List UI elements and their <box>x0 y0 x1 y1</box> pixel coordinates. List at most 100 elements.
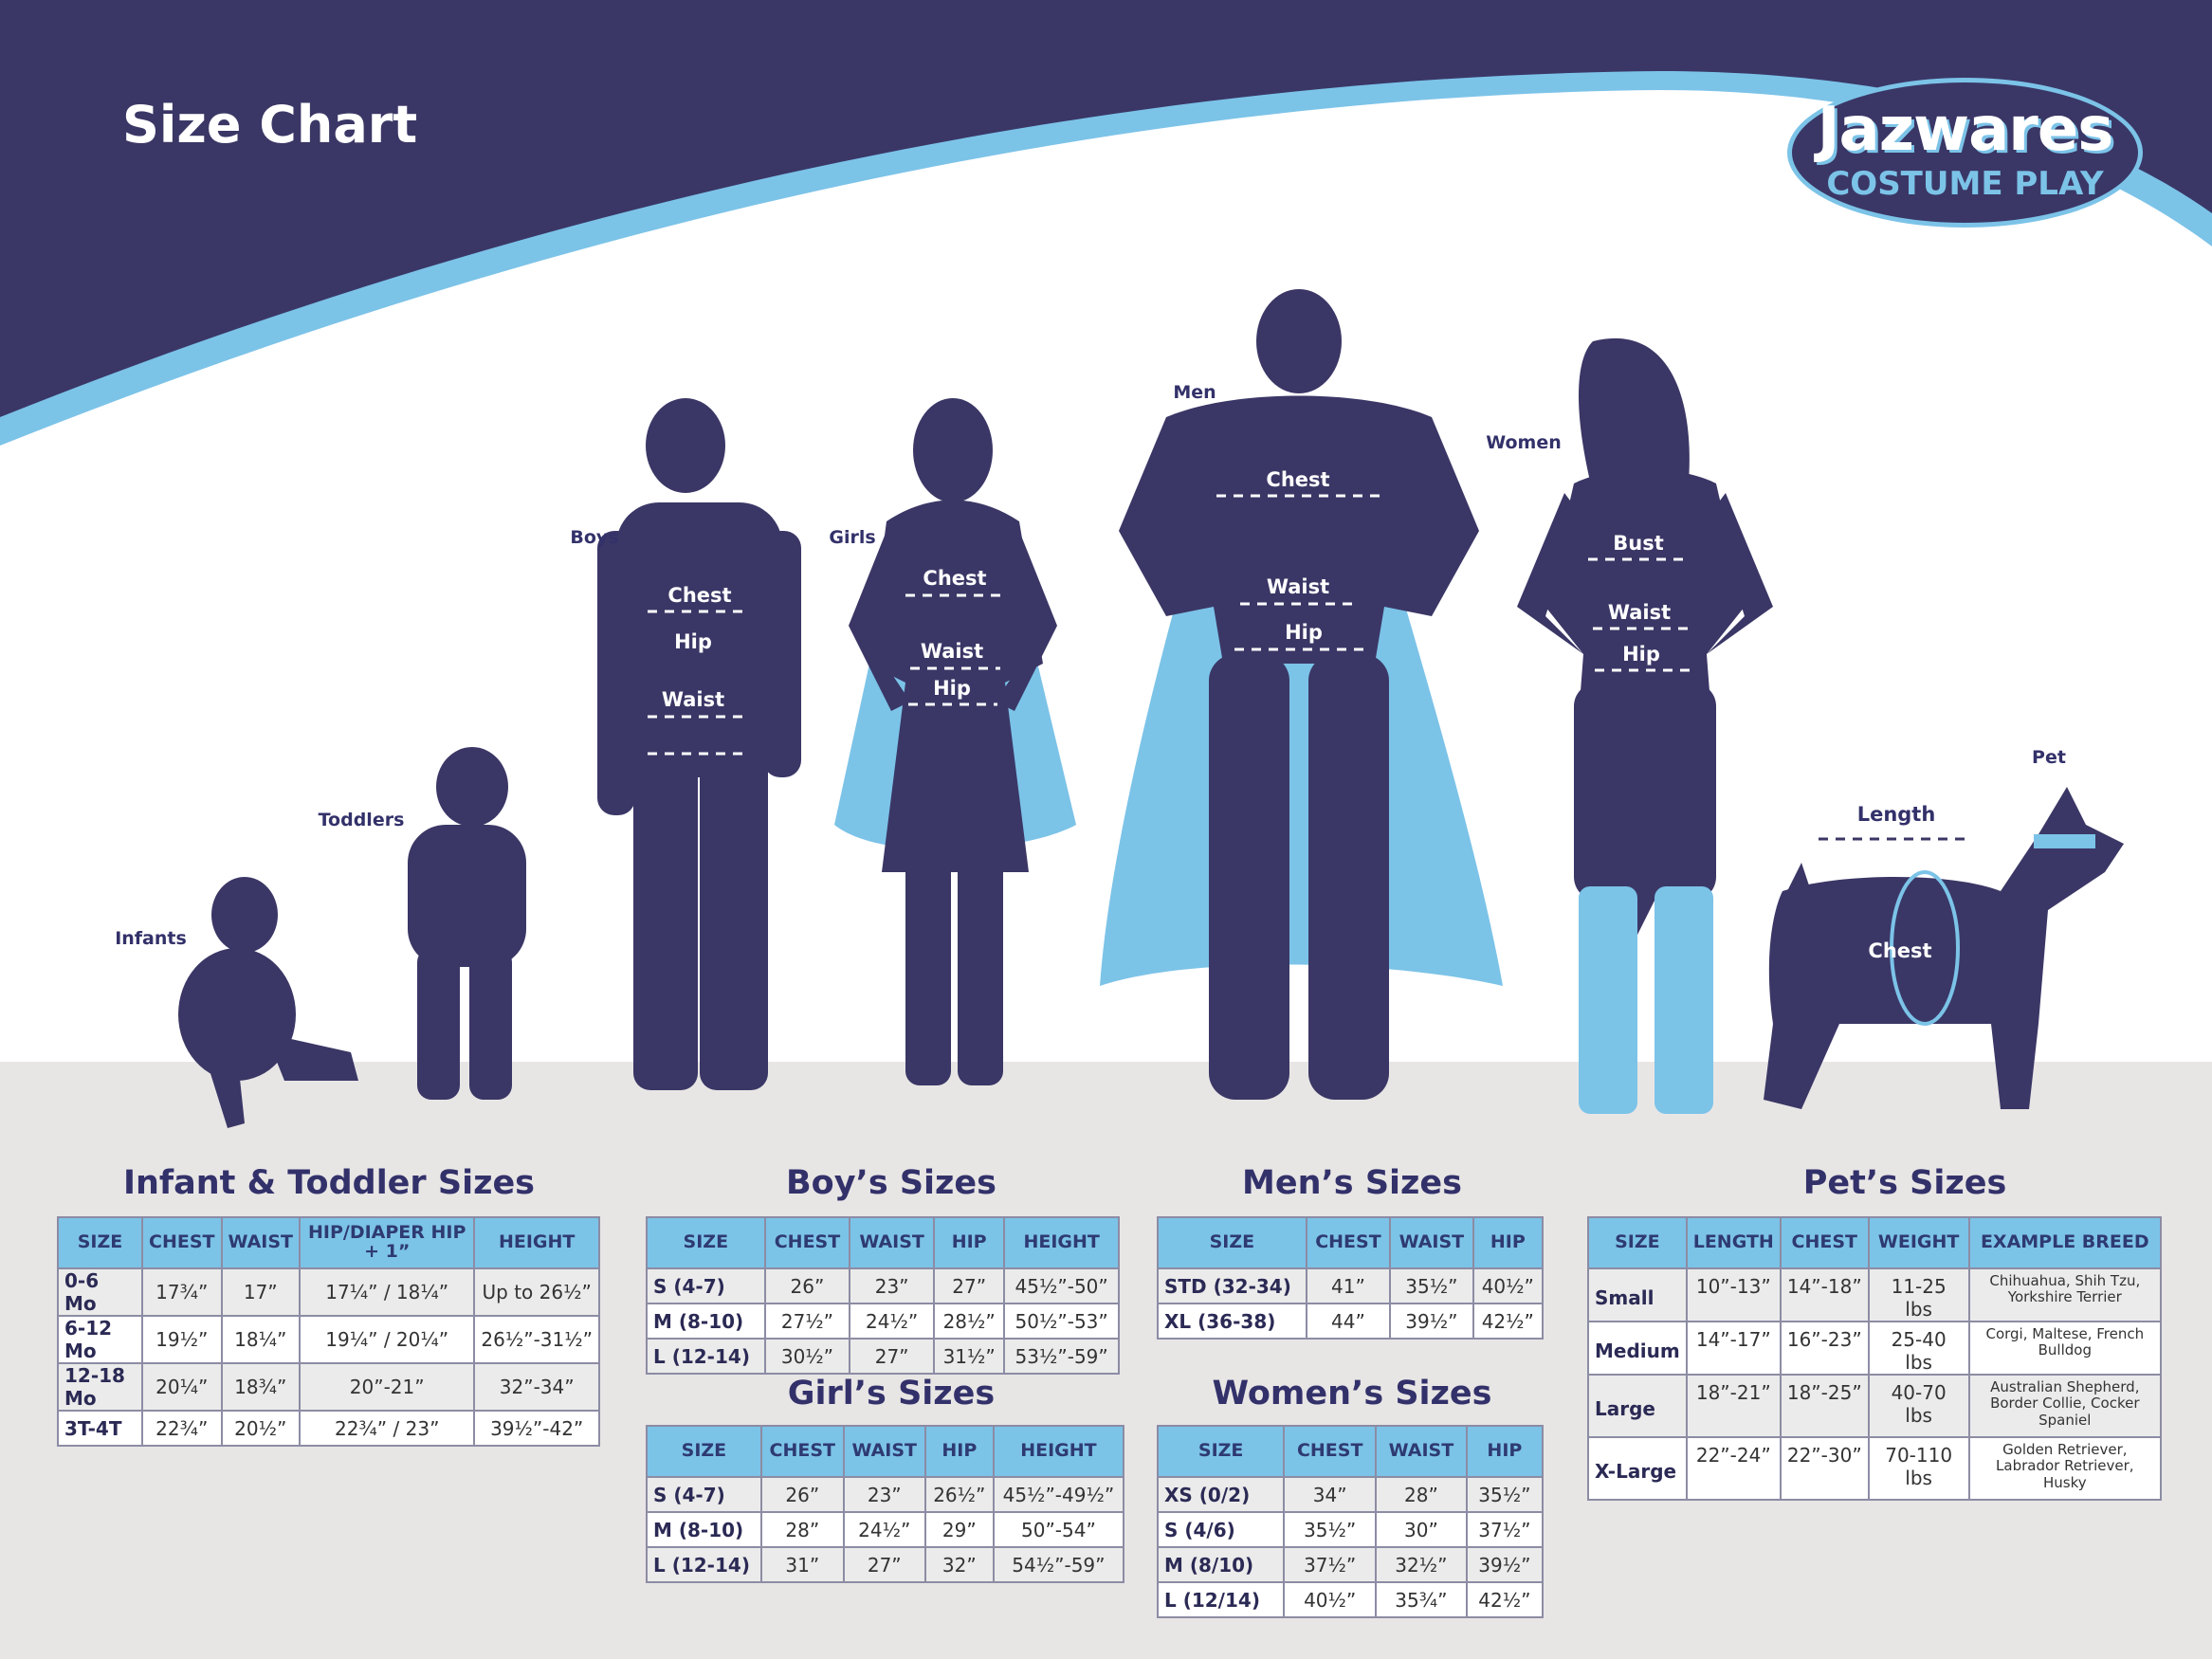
women-hip-label: Hip <box>1622 643 1660 665</box>
column-header: WAIST <box>849 1216 935 1269</box>
value-cell: 27” <box>932 1267 1006 1304</box>
column-header: SIZE <box>1156 1425 1286 1478</box>
man-silhouette <box>1119 289 1479 1100</box>
value-cell: 18”-21” <box>1685 1374 1782 1438</box>
value-cell: 26½” <box>923 1476 995 1513</box>
pets-size-table: SIZE LENGTH CHEST WEIGHT EXAMPLE BREED Small 1… <box>1587 1216 2163 1501</box>
column-header: CHEST <box>1305 1216 1392 1269</box>
value-cell: 40½” <box>1283 1581 1378 1618</box>
value-cell: 54½”-59” <box>992 1546 1125 1583</box>
size-cell: 0-6 Mo <box>56 1267 144 1317</box>
table-header-row: SIZE CHEST WAIST HIP HEIGHT <box>646 1216 1120 1269</box>
value-cell: 35¾” <box>1375 1581 1468 1618</box>
value-cell: 27” <box>842 1546 926 1583</box>
value-cell: 28” <box>1375 1476 1468 1513</box>
women-table-title: Women’s Sizes <box>1212 1375 1492 1413</box>
women-size-table: SIZE CHEST WAIST HIP XS (0/2) 34” 28” 35½” S (4/… <box>1156 1425 1545 1618</box>
column-header: WAIST <box>1389 1216 1474 1269</box>
value-cell: 35½” <box>1465 1476 1545 1513</box>
size-cell: L (12/14) <box>1156 1581 1286 1618</box>
value-cell: 44” <box>1305 1303 1392 1340</box>
measure-lines <box>648 494 1690 756</box>
label-girls: Girls <box>829 527 876 548</box>
table-header-row: SIZE CHEST WAIST HIP <box>1156 1425 1545 1478</box>
column-header: SIZE <box>646 1425 762 1478</box>
girls-table-title: Girl’s Sizes <box>787 1375 996 1413</box>
value-cell: 50”-54” <box>992 1511 1125 1548</box>
value-cell: 28” <box>759 1511 845 1548</box>
value-cell: 37½” <box>1283 1546 1378 1583</box>
men-table-title: Men’s Sizes <box>1242 1164 1462 1202</box>
size-cell: Small <box>1587 1267 1688 1322</box>
girl-chest-label: Chest <box>923 567 987 590</box>
size-cell: X-Large <box>1587 1436 1688 1501</box>
column-header: WEIGHT <box>1867 1216 1970 1269</box>
table-row: Large 18”-21” 18”-25” 40-70 lbs Australian S… <box>1587 1374 2163 1438</box>
value-cell: 37½” <box>1465 1511 1545 1548</box>
column-header: WAIST <box>1375 1425 1468 1478</box>
logo-badge <box>1787 78 2143 228</box>
size-cell: XS (0/2) <box>1156 1476 1286 1513</box>
value-cell: 53½”-59” <box>1003 1338 1120 1375</box>
column-header: HIP <box>1465 1425 1545 1478</box>
label-pet-length: Length <box>1856 803 1936 826</box>
toddler-silhouette <box>408 747 526 1100</box>
value-cell: 32”-34” <box>473 1362 600 1412</box>
column-header: HIP <box>932 1216 1006 1269</box>
label-men: Men <box>1173 382 1216 403</box>
size-cell: 12-18 Mo <box>56 1362 144 1412</box>
column-header: SIZE <box>1157 1216 1307 1269</box>
size-cell: S (4-7) <box>646 1267 766 1304</box>
logo-subtitle: COSTUME PLAY <box>1826 165 2104 203</box>
size-cell: S (4-7) <box>646 1476 762 1513</box>
table-header-row: SIZE CHEST WAIST HIP HEIGHT <box>646 1425 1125 1478</box>
value-cell: 26½”-31½” <box>473 1315 600 1364</box>
value-cell: 42½” <box>1472 1303 1545 1340</box>
table-row: S (4/6) 35½” 30” 37½” <box>1156 1511 1545 1548</box>
value-cell: 31” <box>759 1546 845 1583</box>
value-cell: 40-70 lbs <box>1867 1374 1970 1438</box>
table-row: M (8-10) 28” 24½” 29” 50”-54” <box>646 1511 1125 1548</box>
size-cell: STD (32-34) <box>1157 1267 1307 1304</box>
boys-table-title: Boy’s Sizes <box>786 1164 996 1202</box>
table-row: XS (0/2) 34” 28” 35½” <box>1156 1476 1545 1513</box>
boys-size-table: SIZE CHEST WAIST HIP HEIGHT S (4-7) 26” 23” 27” 4… <box>646 1216 1120 1375</box>
value-cell: Australian Shepherd, Border Collie, Cock… <box>1967 1374 2163 1438</box>
value-cell: 22”-24” <box>1685 1436 1782 1501</box>
value-cell: 18¾” <box>220 1362 302 1412</box>
girl-silhouette <box>849 398 1057 1085</box>
label-women: Women <box>1486 432 1562 453</box>
column-header: WAIST <box>842 1425 926 1478</box>
value-cell: 31½” <box>932 1338 1006 1375</box>
value-cell: 17¼” / 18¼” <box>299 1267 476 1317</box>
value-cell: 23” <box>842 1476 926 1513</box>
value-cell: 30½” <box>763 1338 851 1375</box>
table-row: XL (36-38) 44” 39½” 42½” <box>1157 1303 1545 1340</box>
label-pet: Pet <box>2032 747 2066 768</box>
girl-hip-label: Hip <box>933 677 971 700</box>
value-cell: 41” <box>1305 1267 1392 1304</box>
column-header: LENGTH <box>1685 1216 1782 1269</box>
table-header-row: SIZE LENGTH CHEST WEIGHT EXAMPLE BREED <box>1587 1216 2163 1269</box>
pet-chest-label: Chest <box>1868 939 1932 962</box>
women-waist-label: Waist <box>1607 601 1672 624</box>
table-row: Small 10”-13” 14”-18” 11-25 lbs Chihuahua, S… <box>1587 1267 2163 1322</box>
table-row: L (12/14) 40½” 35¾” 42½” <box>1156 1581 1545 1618</box>
women-bust-label: Bust <box>1613 532 1664 555</box>
column-header: HIP <box>923 1425 995 1478</box>
value-cell: 42½” <box>1465 1581 1545 1618</box>
column-header: CHEST <box>1283 1425 1378 1478</box>
value-cell: 29” <box>923 1511 995 1548</box>
value-cell: 26” <box>759 1476 845 1513</box>
value-cell: 27” <box>849 1338 935 1375</box>
value-cell: 18¼” <box>220 1315 302 1364</box>
table-row: L (12-14) 31” 27” 32” 54½”-59” <box>646 1546 1125 1583</box>
men-waist-label: Waist <box>1266 575 1330 598</box>
table-row: 6-12 Mo 19½” 18¼” 19¼” / 20¼” 26½”-31½” <box>56 1315 600 1364</box>
label-toddlers: Toddlers <box>318 810 405 830</box>
value-cell: 25-40 lbs <box>1867 1321 1970 1376</box>
column-header: CHEST <box>763 1216 851 1269</box>
value-cell: 16”-23” <box>1779 1321 1870 1376</box>
girls-size-table: SIZE CHEST WAIST HIP HEIGHT S (4-7) 26” 23” 26½”… <box>646 1425 1125 1583</box>
